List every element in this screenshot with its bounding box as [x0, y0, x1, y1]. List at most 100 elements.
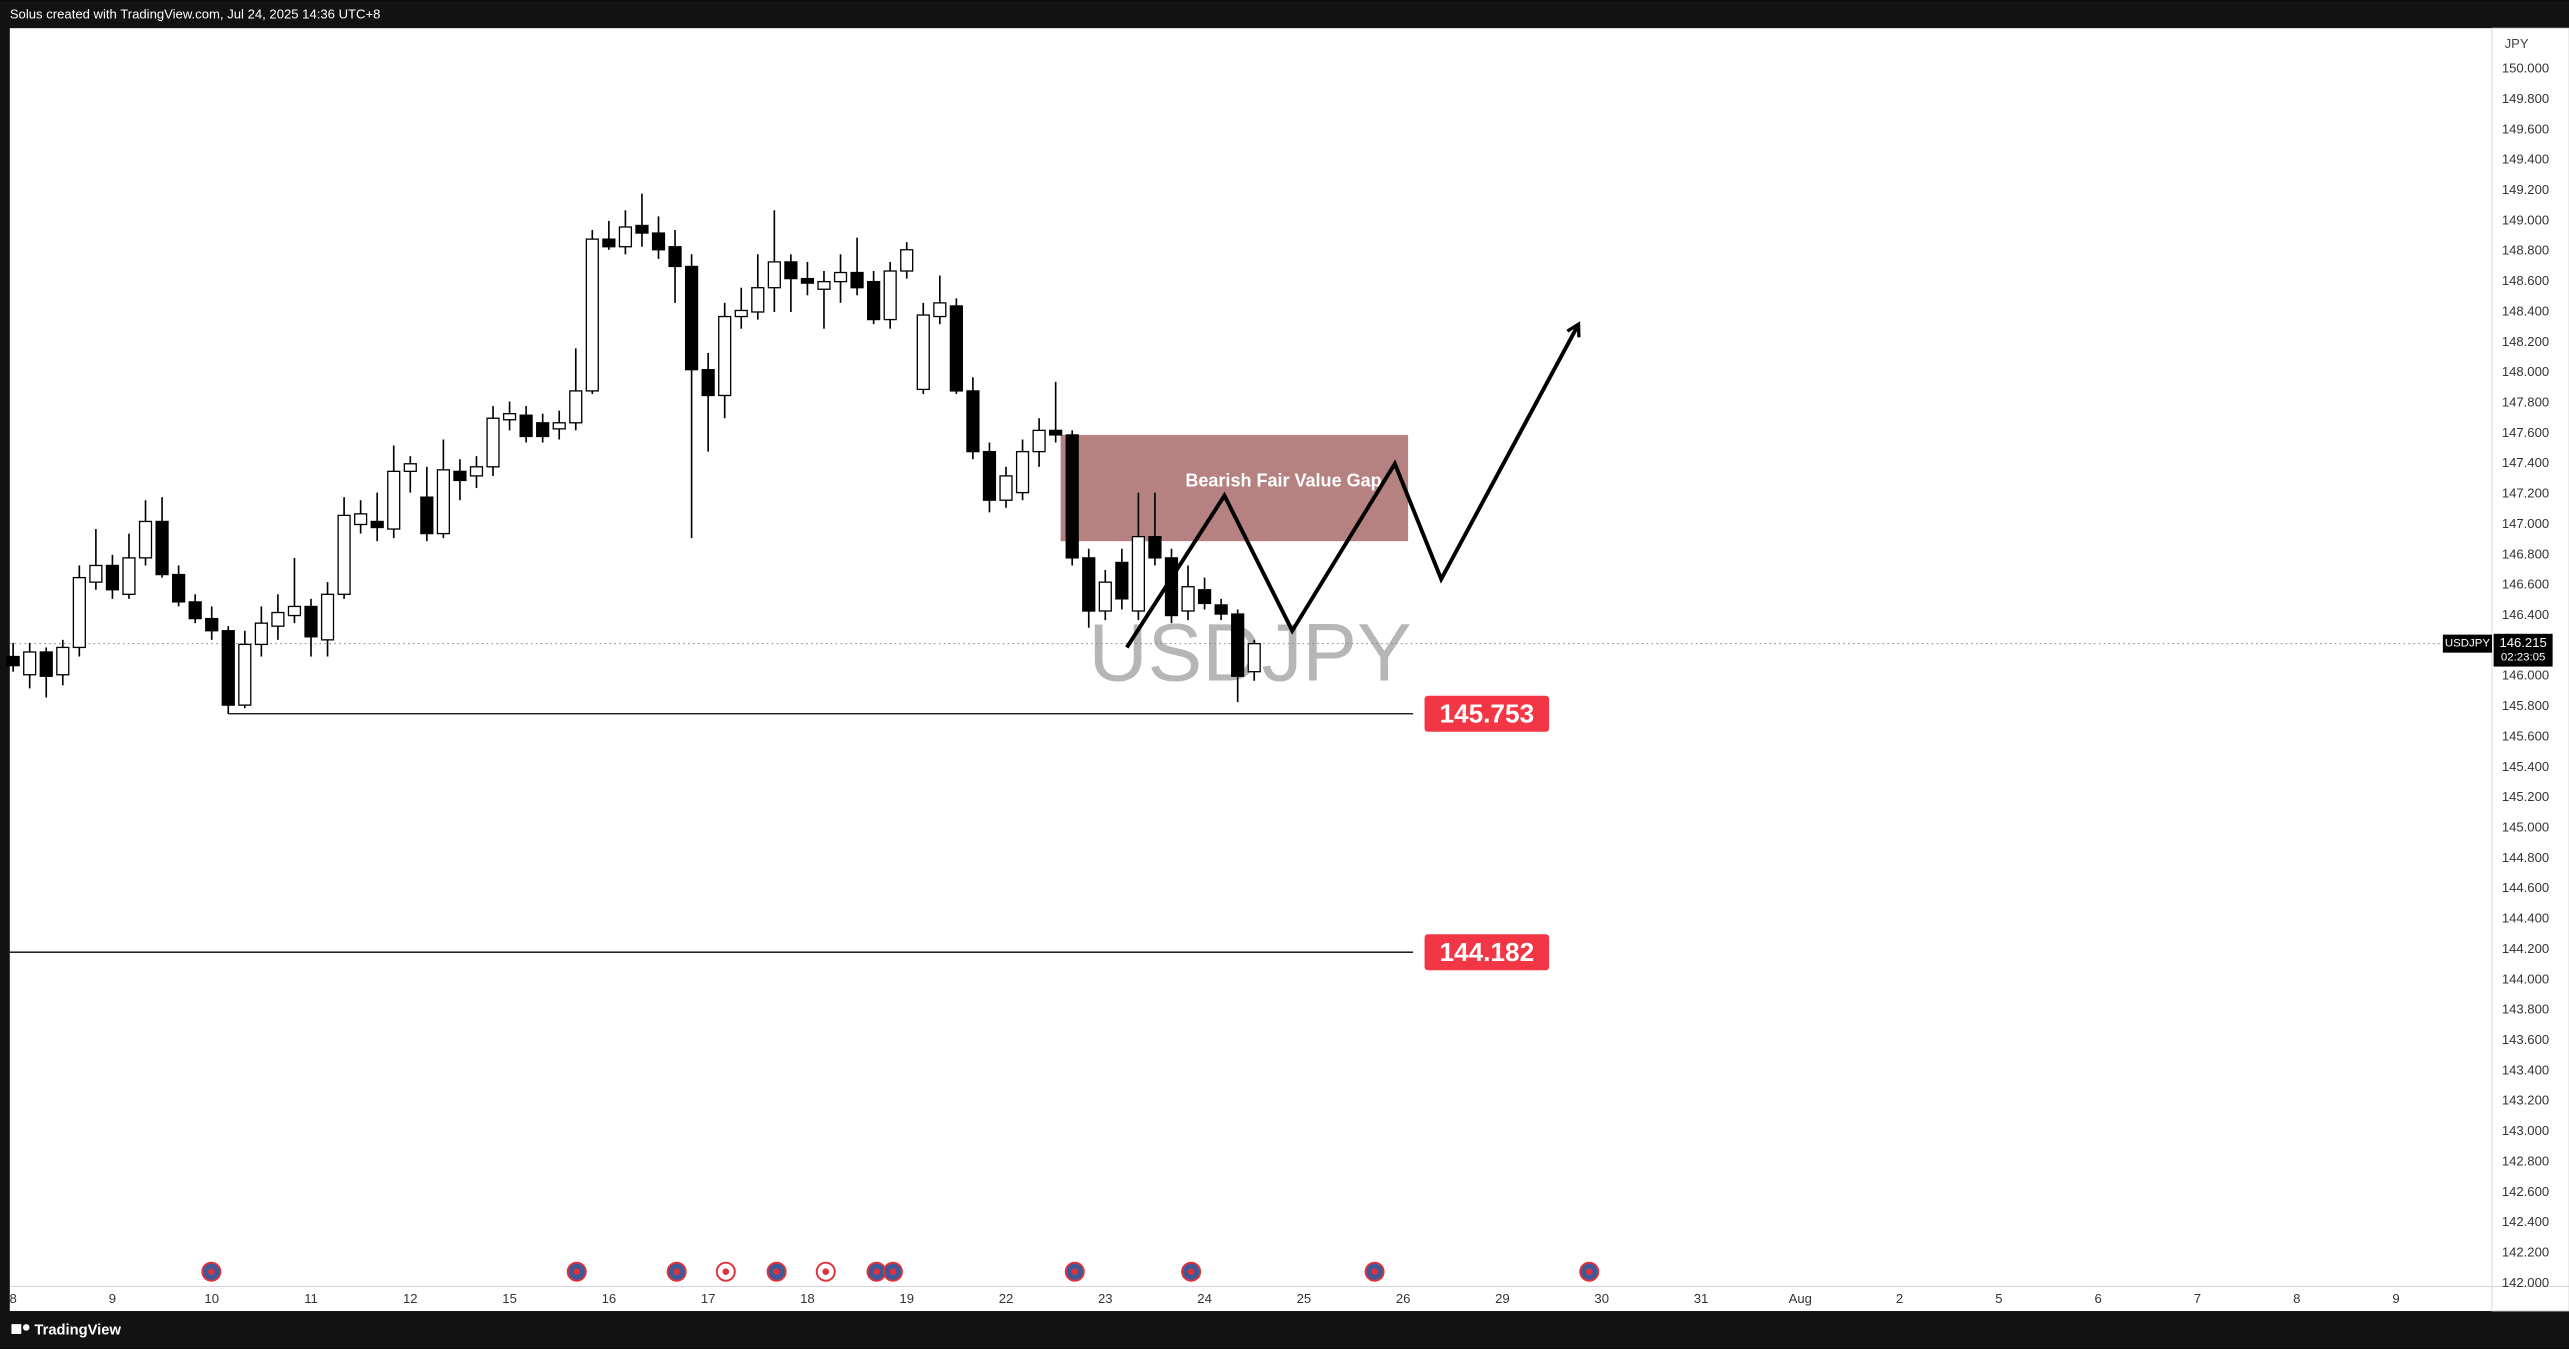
currency-label: JPY	[2505, 36, 2529, 51]
candle-body	[602, 238, 616, 248]
x-tick-label: 8	[2293, 1291, 2300, 1306]
candle-body	[552, 422, 566, 430]
event-icon-dot	[889, 1268, 897, 1275]
symbol-tag: USDJPY	[2445, 638, 2491, 650]
candle-body	[1148, 535, 1162, 559]
y-tick-label: 148.000	[2502, 364, 2549, 379]
y-tick-label: 143.400	[2502, 1062, 2549, 1077]
y-tick-label: 149.000	[2502, 212, 2549, 227]
event-icon-dot	[873, 1268, 880, 1275]
candle-body	[751, 287, 765, 313]
candle-body	[999, 475, 1013, 501]
candle-body	[221, 630, 235, 706]
event-icon	[1579, 1261, 1600, 1282]
candle-body	[817, 280, 831, 290]
candle-body	[933, 302, 947, 318]
event-icon-dot	[1371, 1268, 1378, 1275]
candle-body	[155, 520, 169, 576]
event-icon	[766, 1261, 787, 1282]
event-icon	[715, 1261, 736, 1282]
event-icon	[566, 1261, 587, 1282]
candle-body	[1214, 604, 1228, 615]
x-tick-label: Aug	[1789, 1291, 1812, 1306]
y-tick-label: 144.200	[2502, 941, 2549, 956]
event-icon-dot	[722, 1268, 730, 1275]
y-tick-label: 146.400	[2502, 607, 2549, 622]
x-tick-label: 10	[204, 1291, 219, 1306]
candle-body	[304, 605, 318, 638]
candle-body	[734, 309, 748, 318]
x-tick-label: 31	[1694, 1291, 1709, 1306]
x-tick-label: 18	[800, 1291, 815, 1306]
candle-body	[502, 413, 517, 421]
y-tick-label: 150.000	[2502, 61, 2549, 76]
level-label: 144.182	[1439, 937, 1534, 967]
candle-body	[833, 271, 848, 283]
candle-body	[370, 520, 384, 529]
y-tick-label: 142.200	[2502, 1245, 2549, 1260]
candle-body	[684, 265, 699, 371]
candle-body	[403, 463, 417, 473]
level-label-box	[1424, 934, 1550, 971]
y-tick-label: 143.000	[2502, 1123, 2549, 1138]
y-tick-label: 147.400	[2502, 455, 2549, 470]
candle-body	[900, 249, 914, 272]
x-tick-label: 12	[403, 1291, 418, 1306]
y-tick-label: 147.000	[2502, 516, 2549, 531]
candle-body	[767, 261, 781, 289]
candle-body	[536, 422, 550, 438]
y-tick-label: 144.000	[2502, 971, 2549, 986]
y-tick-label: 145.400	[2502, 759, 2549, 774]
footer-logo	[11, 1324, 30, 1334]
y-tick-label: 142.400	[2502, 1214, 2549, 1229]
price-axis	[2491, 27, 2569, 1312]
candle-body	[72, 576, 86, 649]
candle-body	[883, 270, 897, 321]
x-tick-label: 6	[2095, 1291, 2102, 1306]
event-icon-dot	[822, 1268, 830, 1275]
candle-body	[867, 280, 881, 321]
candle-body	[569, 390, 583, 424]
candle-body	[453, 470, 467, 482]
y-tick-label: 145.600	[2502, 728, 2549, 743]
event-icon-dot	[208, 1268, 215, 1275]
candle-body	[56, 646, 70, 676]
y-tick-label: 146.000	[2502, 668, 2549, 683]
candle-body	[1115, 561, 1129, 600]
candle-body	[105, 564, 120, 591]
candle-body	[668, 246, 682, 268]
x-tick-label: 22	[999, 1291, 1014, 1306]
y-tick-label: 147.200	[2502, 486, 2549, 501]
candle-body	[469, 466, 484, 477]
event-icon	[1364, 1261, 1385, 1282]
candle-body	[1049, 429, 1063, 436]
y-tick-label: 142.800	[2502, 1153, 2549, 1168]
candle-body	[519, 414, 533, 438]
y-tick-label: 148.400	[2502, 303, 2549, 318]
last-price-label: 146.215	[2499, 635, 2546, 650]
y-tick-label: 143.600	[2502, 1032, 2549, 1047]
x-tick-label: 16	[602, 1291, 617, 1306]
x-tick-label: 24	[1197, 1291, 1212, 1306]
candle-body	[122, 557, 136, 595]
candle-body	[800, 277, 815, 284]
event-icon-dot	[1585, 1268, 1593, 1275]
projection-path	[1125, 324, 1579, 649]
event-icon-dot	[573, 1268, 580, 1275]
candle-body	[966, 390, 980, 453]
candle-body	[436, 469, 450, 535]
candle-body	[618, 226, 633, 248]
header-text: Solus created with TradingView.com, Jul …	[10, 6, 381, 21]
level-label-box	[1424, 695, 1550, 732]
candle-body	[1131, 535, 1146, 612]
x-tick-label: 19	[899, 1291, 914, 1306]
candle-body	[486, 417, 500, 468]
x-tick-label: 30	[1594, 1291, 1609, 1306]
event-icon	[201, 1261, 222, 1282]
y-tick-label: 147.800	[2502, 395, 2549, 410]
candle-body	[320, 593, 335, 641]
candle-body	[1098, 581, 1112, 612]
candle-body	[89, 564, 103, 583]
x-tick-label: 9	[2392, 1291, 2399, 1306]
